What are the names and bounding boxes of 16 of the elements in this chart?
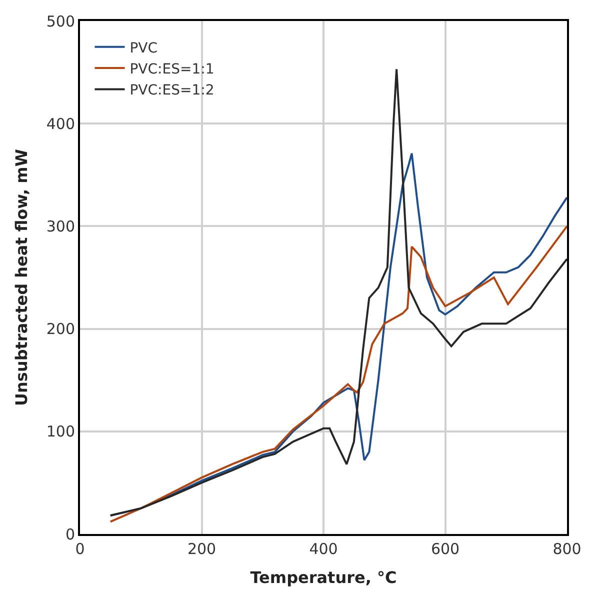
legend-label: PVC:ES=1:1 [130,62,214,78]
x-tick-label: 200 [187,540,216,558]
x-axis-title: Temperature, °C [250,568,397,588]
legend-label: PVC:ES=1:2 [130,82,214,99]
y-axis-title: Unsubtracted heat flow, mW [12,148,31,406]
x-tick-label: 400 [309,540,338,558]
line-series [109,225,567,523]
y-tick-label: 300 [46,217,75,236]
x-tick-label: 600 [430,540,460,558]
y-tick-label: 400 [46,114,75,133]
y-tick-label: 0 [65,525,75,544]
y-tick-label: 500 [46,12,75,30]
y-tick-label: 100 [46,422,75,441]
legend-label: PVC [130,40,158,56]
y-tick-label: 200 [46,320,75,338]
x-tick-label: 800 [552,540,582,558]
